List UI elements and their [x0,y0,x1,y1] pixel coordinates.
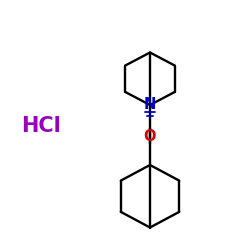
Text: O: O [144,129,156,144]
Text: HCl: HCl [22,116,61,136]
Text: N: N [144,98,156,112]
